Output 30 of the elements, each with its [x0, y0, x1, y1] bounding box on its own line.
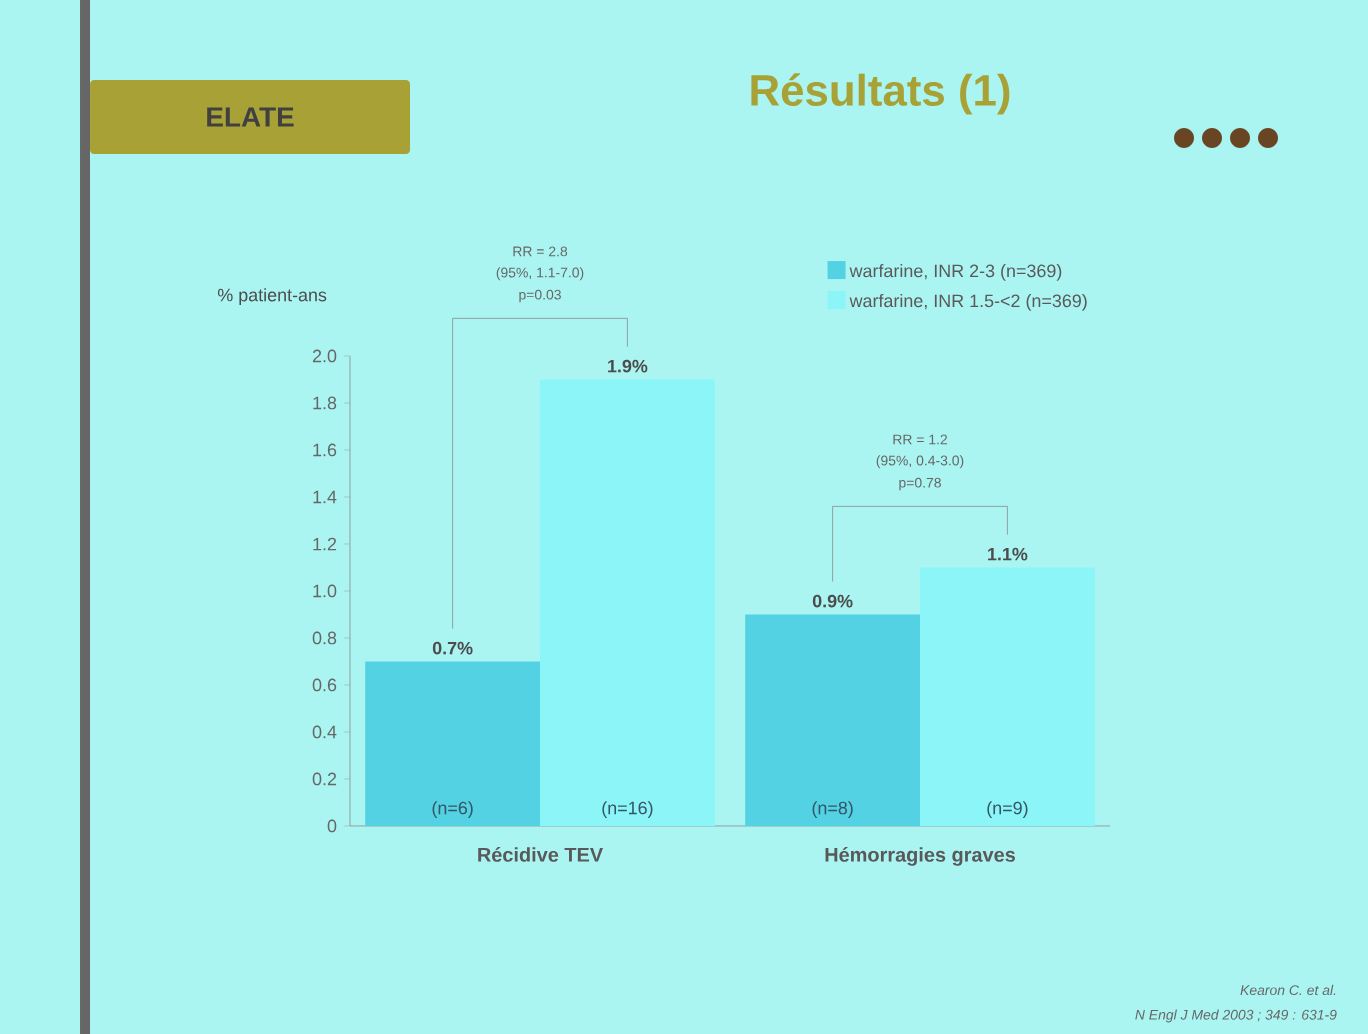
y-tick-label: 0.8 — [312, 631, 337, 645]
y-tick-label: 0.4 — [312, 725, 337, 739]
annotation: (n=9) — [987, 801, 1028, 818]
data-label: 0.9% — [812, 594, 853, 608]
y-tick-label: 2.0 — [312, 349, 337, 363]
bar — [365, 661, 541, 826]
data-label: 1.1% — [988, 547, 1028, 561]
y-tick-label: 1.6 — [313, 443, 337, 457]
chart-subtitle: ELATE — [207, 107, 294, 127]
bar — [745, 614, 921, 826]
legend-label: warfarine, INR 1.5-<2 (n=369) — [849, 294, 1087, 311]
data-label: 0.7% — [432, 641, 473, 655]
annotation: (n=6) — [432, 801, 473, 818]
y-tick-label: 1.8 — [313, 396, 337, 410]
y-axis-title: % patient-ans — [217, 288, 327, 305]
x-tick-label: Récidive TEV — [478, 847, 603, 862]
bar — [540, 379, 715, 826]
bar — [920, 567, 1095, 826]
annotation: (n=16) — [602, 801, 653, 818]
y-tick-label: 1.4 — [313, 490, 337, 504]
data-label: 1.9% — [608, 359, 648, 373]
y-tick-label: 0 — [327, 819, 337, 833]
chart-title: Résultats (1) — [751, 73, 1010, 115]
y-tick-label: 1.2 — [313, 537, 337, 551]
legend-label: warfarine, INR 2-3 (n=369) — [849, 264, 1062, 281]
y-tick-label: 1.0 — [313, 584, 337, 598]
annotation: (n=8) — [812, 801, 853, 818]
x-tick-label: Hémorragies graves — [825, 847, 1015, 866]
y-tick-label: 0.2 — [312, 772, 337, 786]
y-tick-label: 0.6 — [312, 678, 337, 692]
